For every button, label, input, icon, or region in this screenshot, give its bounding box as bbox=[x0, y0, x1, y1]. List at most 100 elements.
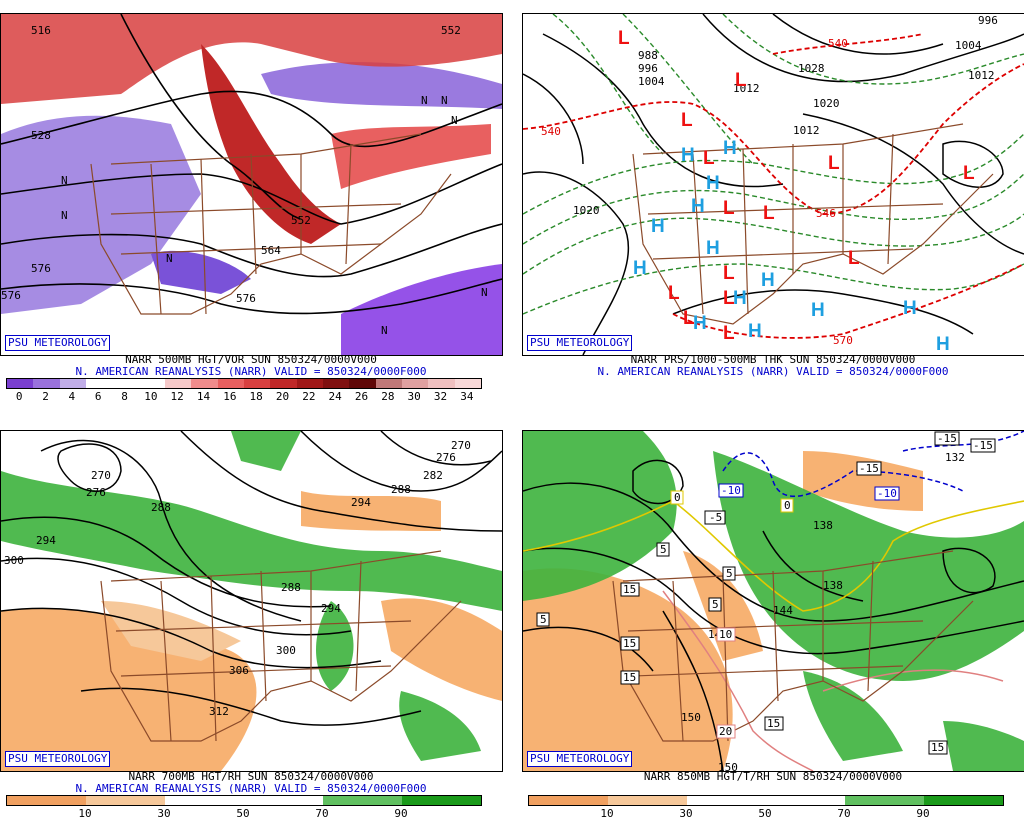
svg-text:-15: -15 bbox=[973, 439, 993, 452]
scale-swatch bbox=[138, 379, 165, 388]
height-label: 300 bbox=[276, 644, 296, 657]
low-pressure-marker: L bbox=[703, 148, 715, 169]
temp-label: 15 bbox=[620, 636, 640, 651]
temp-label: -15 bbox=[970, 438, 996, 453]
svg-text:5: 5 bbox=[540, 613, 547, 626]
low-pressure-marker: L bbox=[735, 70, 747, 91]
scale-swatch bbox=[428, 379, 455, 388]
scale-swatch bbox=[243, 379, 271, 388]
psu-meteorology-label: PSU METEOROLOGY bbox=[527, 751, 633, 767]
temp-label: -10 bbox=[874, 486, 900, 501]
scale-tick-label: 12 bbox=[170, 390, 184, 403]
height-label: 276 bbox=[436, 451, 456, 464]
scale-tick-label: 26 bbox=[354, 390, 369, 403]
height-label: 150 bbox=[718, 761, 738, 771]
scale-tick-label: 20 bbox=[275, 390, 290, 403]
scale-swatch bbox=[924, 796, 1003, 805]
thickness-label: 546 bbox=[816, 207, 836, 220]
scale-swatch bbox=[164, 379, 192, 388]
vort-min-mark: N bbox=[61, 209, 68, 222]
scale-tick-label: 90 bbox=[394, 807, 408, 820]
low-pressure-marker: L bbox=[763, 203, 775, 224]
high-pressure-marker: H bbox=[691, 196, 705, 217]
height-label: 144 bbox=[773, 604, 793, 617]
height-label: 138 bbox=[823, 579, 843, 592]
svg-text:5: 5 bbox=[712, 598, 719, 611]
scale-tick-label: 22 bbox=[302, 390, 316, 403]
low-pressure-marker: L bbox=[828, 153, 840, 174]
isobar-label: 996 bbox=[978, 14, 998, 27]
scale-tick-label: 28 bbox=[381, 390, 395, 403]
scale-tick-label: 10 bbox=[78, 807, 92, 820]
height-label: 306 bbox=[229, 664, 249, 677]
scale-tick-label: 16 bbox=[223, 390, 237, 403]
map-700mb-rh: 270 276 288 294 300 288 294 300 306 312 … bbox=[0, 430, 503, 772]
height-label: 294 bbox=[321, 602, 341, 615]
vort-min-mark: N bbox=[421, 94, 428, 107]
scale-swatch bbox=[845, 796, 924, 805]
map-500mb-vorticity: 516 528 552 564 576 576 576 552 N N N N … bbox=[0, 13, 503, 356]
height-label: 282 bbox=[423, 469, 443, 482]
height-label: 270 bbox=[91, 469, 111, 482]
svg-text:10: 10 bbox=[719, 628, 732, 641]
svg-text:-10: -10 bbox=[877, 487, 897, 500]
isobar-label: 1020 bbox=[813, 97, 840, 110]
scale-swatch bbox=[766, 796, 845, 805]
panel-valid-line: N. AMERICAN REANALYSIS (NARR) VALID = 85… bbox=[597, 365, 949, 378]
thickness-label: 540 bbox=[828, 37, 848, 50]
height-label: 300 bbox=[4, 554, 24, 567]
scale-tick-label: 8 bbox=[121, 390, 128, 403]
high-pressure-marker: H bbox=[723, 138, 737, 159]
scale-tick-label: 10 bbox=[600, 807, 614, 820]
rh-color-scale bbox=[6, 795, 482, 806]
height-label: 312 bbox=[209, 705, 229, 718]
high-pressure-marker: H bbox=[936, 334, 950, 355]
isobar-label: 988 bbox=[638, 49, 658, 62]
high-pressure-marker: H bbox=[733, 288, 747, 309]
scale-swatch bbox=[454, 379, 481, 388]
svg-text:15: 15 bbox=[623, 671, 636, 684]
scale-swatch bbox=[165, 796, 244, 805]
high-pressure-marker: H bbox=[903, 298, 917, 319]
panel-500mb-vorticity: 516 528 552 564 576 576 576 552 N N N N … bbox=[0, 0, 503, 405]
svg-text:-5: -5 bbox=[709, 511, 722, 524]
temp-label: 15 bbox=[928, 740, 948, 755]
scale-swatch bbox=[375, 379, 402, 388]
scale-swatch bbox=[608, 796, 687, 805]
height-label: 276 bbox=[86, 486, 106, 499]
contour-label: 516 bbox=[31, 24, 51, 37]
low-pressure-marker: L bbox=[963, 163, 975, 184]
scale-swatch bbox=[7, 796, 86, 805]
isobar-label: 996 bbox=[638, 62, 658, 75]
vorticity-scale-labels: 0 2 4 6 8 10 12 14 16 18 20 22 24 26 28 30 32 34 bbox=[6, 390, 480, 403]
temp-label: 15 bbox=[764, 716, 784, 731]
psu-meteorology-label: PSU METEOROLOGY bbox=[5, 335, 111, 351]
high-pressure-marker: H bbox=[681, 145, 695, 166]
low-pressure-marker: L bbox=[723, 263, 735, 284]
panel-title: NARR 700MB HGT/RH SUN 850324/0000V000 bbox=[128, 770, 374, 783]
scale-tick-label: 30 bbox=[679, 807, 693, 820]
scale-swatch bbox=[112, 379, 139, 388]
map-850mb-temp-rh: 138 144 150 150 144 138 132 -15 -15 -15 … bbox=[522, 430, 1024, 772]
psu-meteorology-label: PSU METEOROLOGY bbox=[527, 335, 633, 351]
temp-label: 5 bbox=[722, 566, 736, 581]
high-pressure-marker: H bbox=[633, 258, 647, 279]
contour-label: 576 bbox=[31, 262, 51, 275]
scale-tick-label: 30 bbox=[157, 807, 171, 820]
scale-tick-label: 14 bbox=[196, 390, 211, 403]
isobar-label: 1020 bbox=[573, 204, 600, 217]
temp-label: -15 bbox=[934, 431, 960, 446]
contour-label: 552 bbox=[291, 214, 311, 227]
scale-swatch bbox=[296, 379, 323, 388]
panel-850mb-temp-rh: 138 144 150 150 144 138 132 -15 -15 -15 … bbox=[522, 418, 1024, 820]
svg-text:15: 15 bbox=[767, 717, 780, 730]
rh-scale-labels: 10 30 50 70 90 bbox=[6, 807, 480, 820]
svg-text:-10: -10 bbox=[721, 484, 741, 497]
scale-swatch bbox=[402, 796, 481, 805]
scale-tick-label: 30 bbox=[407, 390, 421, 403]
scale-tick-label: 34 bbox=[460, 390, 474, 403]
vort-min-mark: N bbox=[381, 324, 388, 337]
panel-title: NARR 500MB HGT/VOR SUN 850324/0000V000 bbox=[125, 353, 377, 366]
high-pressure-marker: H bbox=[706, 173, 720, 194]
height-label: 132 bbox=[945, 451, 965, 464]
